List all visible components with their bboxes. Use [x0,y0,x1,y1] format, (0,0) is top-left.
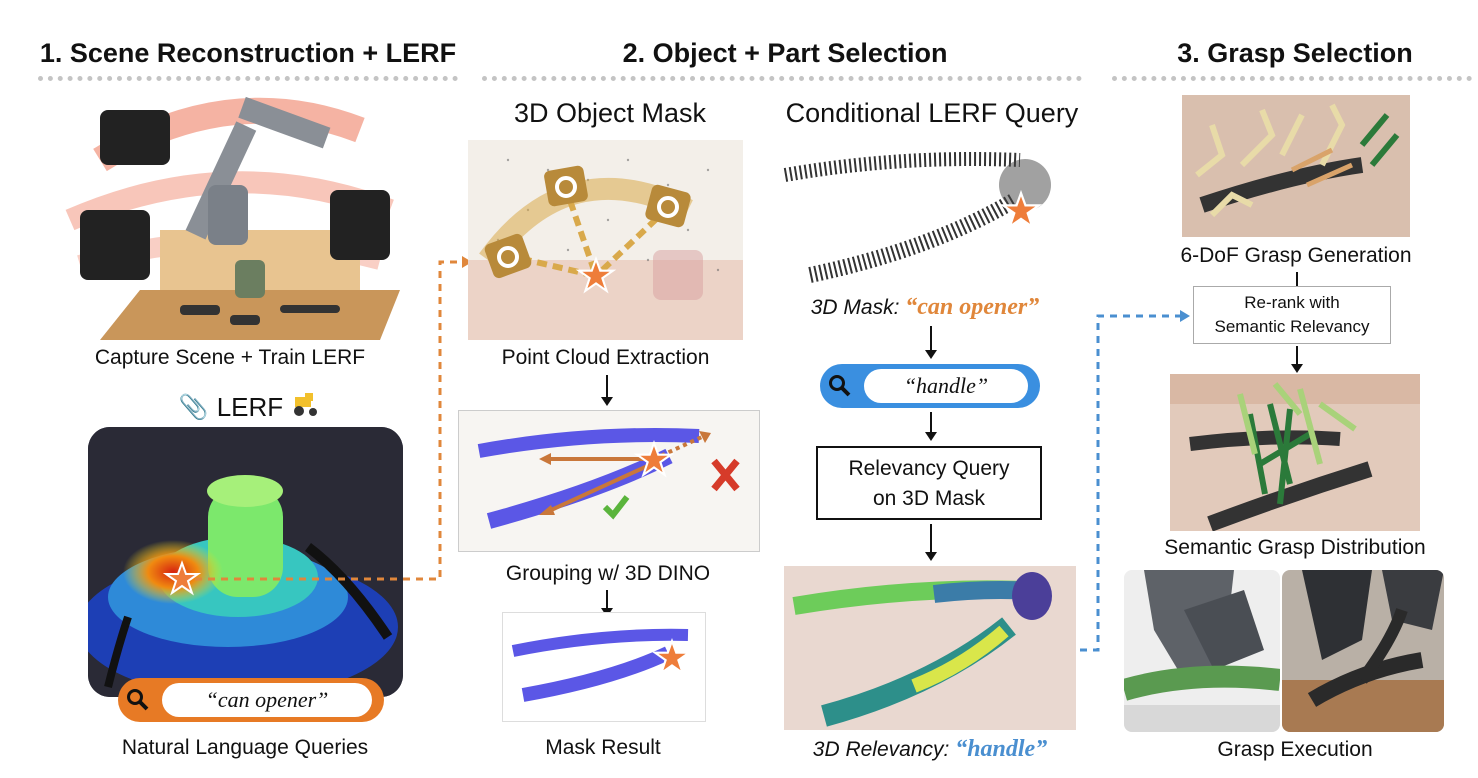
tractor-icon [291,392,321,422]
arrow-down-1 [601,375,613,406]
capture-caption: Capture Scene + Train LERF [94,346,366,369]
arrow-down-4 [925,412,937,441]
queries-caption: Natural Language Queries [121,736,369,759]
star-icon-mask-result [651,637,693,676]
star-icon-grouping [633,439,675,478]
semantic-grasp-image [1170,374,1420,531]
lerf-heatmap-image [88,427,403,697]
distribution-caption: Semantic Grasp Distribution [1164,536,1426,559]
grasp-execution-image-right [1282,570,1444,732]
search-bar-can-opener[interactable]: “can opener” [118,678,384,722]
generation-caption: 6-DoF Grasp Generation [1180,244,1412,267]
grasp-generation-image [1182,95,1410,237]
mask-label-prefix: 3D Mask: [810,296,906,319]
connector-line-top [1296,272,1298,288]
query-text: “can opener” [162,683,372,717]
point-cloud-image [468,140,743,340]
relevancy-label-quote: “handle” [955,736,1048,762]
robot-arm-capture-image [60,90,400,340]
relevancy-box-line2: on 3D Mask [872,487,986,510]
mask-label: 3D Mask: “can opener” [770,294,1080,321]
mask-result-caption: Mask Result [545,736,661,759]
arrow-down-5 [925,524,937,561]
mask-result-image [502,612,706,722]
conditional-query-heading: Conditional LERF Query [785,98,1079,128]
relevancy-label: 3D Relevancy: “handle” [770,736,1090,763]
lerf-label: LERF [216,391,284,422]
section-divider-1 [38,76,458,81]
relevancy-box-line1: Relevancy Query [848,457,1010,480]
section-divider-2 [482,76,1082,81]
grouping-dino-image [458,410,760,552]
paperclip-icon: 📎 [178,393,209,421]
search-bar-handle[interactable]: “handle” [820,364,1040,408]
magnifier-icon [820,374,860,398]
pc-caption: Point Cloud Extraction [501,346,710,369]
handle-query-text: “handle” [864,369,1028,403]
relevancy-query-box: Relevancy Query on 3D Mask [816,446,1042,520]
star-icon-point-cloud [575,255,617,294]
magnifier-icon [118,688,158,712]
relevancy-heatmap-image [784,566,1076,730]
lerf-label-row: 📎 LERF [170,390,330,424]
relevancy-label-prefix: 3D Relevancy: [812,738,956,761]
section-title-1: 1. Scene Reconstruction + LERF [39,38,457,68]
rerank-line2: Semantic Relevancy [1214,317,1370,336]
grasp-execution-image-left [1124,570,1280,732]
execution-caption: Grasp Execution [1217,738,1373,761]
rerank-line1: Re-rank with [1244,293,1340,312]
rerank-box: Re-rank with Semantic Relevancy [1193,286,1391,344]
star-icon-heatmap [162,560,202,596]
arrow-down-6 [1291,346,1303,373]
grouping-caption: Grouping w/ 3D DINO [505,562,711,585]
star-icon-mask [999,189,1043,230]
section-title-2: 2. Object + Part Selection [622,38,948,68]
mask-heading: 3D Object Mask [513,98,707,128]
mask-label-quote: “can opener” [905,294,1040,320]
section-divider-3 [1112,76,1472,81]
section-title-3: 3. Grasp Selection [1177,38,1413,68]
arrow-down-3 [925,326,937,359]
